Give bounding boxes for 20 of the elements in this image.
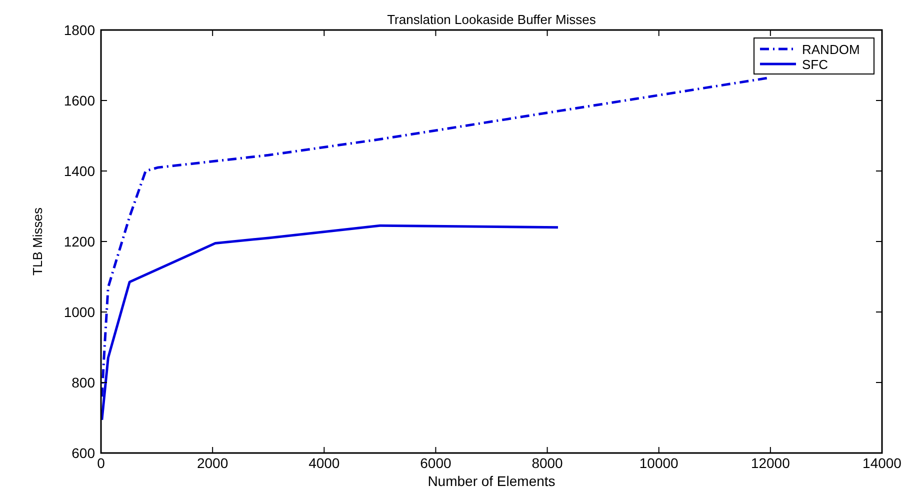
y-axis-title: TLB Misses <box>30 207 45 276</box>
y-tick-label: 1200 <box>64 234 96 250</box>
x-tick-label: 8000 <box>532 455 564 471</box>
y-tick-label: 1600 <box>64 92 96 108</box>
legend-label: SFC <box>802 57 828 72</box>
x-tick-label: 6000 <box>420 455 452 471</box>
x-tick-label: 4000 <box>308 455 340 471</box>
x-tick-label: 14000 <box>862 455 902 471</box>
x-tick-label: 2000 <box>196 455 228 471</box>
x-tick-label: 12000 <box>750 455 790 471</box>
chart-title: Translation Lookaside Buffer Misses <box>387 12 596 27</box>
x-axis-title: Number of Elements <box>428 473 556 489</box>
y-tick-label: 600 <box>72 445 96 461</box>
y-tick-label: 1000 <box>64 304 96 320</box>
y-tick-label: 1800 <box>64 22 96 38</box>
x-tick-label: 0 <box>97 455 106 471</box>
x-tick-label: 10000 <box>639 455 679 471</box>
y-tick-label: 800 <box>72 374 96 390</box>
y-tick-label: 1400 <box>64 163 96 179</box>
legend-label: RANDOM <box>802 42 860 57</box>
